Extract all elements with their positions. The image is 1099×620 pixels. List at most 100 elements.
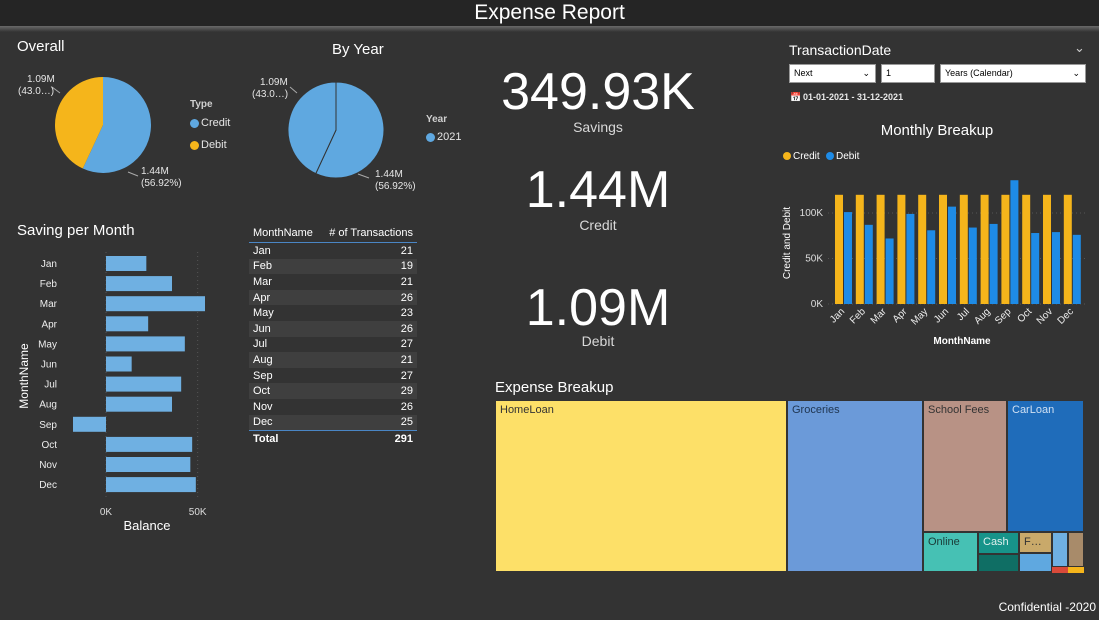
transactions-table[interactable]: MonthName # of Transactions Jan 21 Feb 19 Ma… xyxy=(249,224,417,447)
monthly-xtick-label: Feb xyxy=(848,306,868,326)
table-row[interactable]: Jun 26 xyxy=(249,320,417,337)
kpi-credit-label: Credit xyxy=(579,217,617,233)
monthly-bar-credit-nov[interactable] xyxy=(1043,194,1051,304)
table-cell-count: 29 xyxy=(400,385,413,398)
saving-bar-apr[interactable] xyxy=(106,316,149,332)
treemap-tile-online[interactable]: Online xyxy=(923,532,978,572)
treemap-tile-other-2[interactable] xyxy=(1019,553,1052,572)
saving-per-month-chart[interactable]: Saving per Month Jan Feb Mar Apr May Jun Jul Au… xyxy=(10,218,245,538)
saving-bar-dec[interactable] xyxy=(106,477,196,493)
expense-breakup-treemap[interactable]: HomeLoan Groceries School Fees CarLoan O… xyxy=(495,400,1084,573)
monthly-bar-debit-aug[interactable] xyxy=(989,223,998,304)
filter-collapse-chevron-icon[interactable]: ⌄ xyxy=(1074,40,1085,55)
monthly-bar-credit-jan[interactable] xyxy=(835,194,843,304)
monthly-bar-credit-feb[interactable] xyxy=(855,194,864,304)
monthly-bar-debit-feb[interactable] xyxy=(864,224,873,304)
treemap-tile-other-1[interactable] xyxy=(978,554,1019,572)
treemap-tile-other-3[interactable] xyxy=(1052,532,1068,567)
saving-bar-nov[interactable] xyxy=(106,457,191,472)
kpi-savings-label: Savings xyxy=(573,119,623,135)
monthly-bar-debit-oct[interactable] xyxy=(1031,233,1040,304)
treemap-tile-school-fees[interactable]: School Fees xyxy=(923,400,1007,532)
table-row[interactable]: Feb 19 xyxy=(249,258,417,275)
table-row[interactable]: Jul 27 xyxy=(249,337,417,353)
overall-legend-credit[interactable]: Credit xyxy=(190,117,230,129)
monthly-bar-credit-mar[interactable] xyxy=(876,194,885,304)
monthly-bar-credit-apr[interactable] xyxy=(897,194,906,304)
table-cell-month: Feb xyxy=(253,260,272,273)
saving-bar-may[interactable] xyxy=(106,336,185,352)
filter-unit-select[interactable]: Years (Calendar) ⌄ xyxy=(940,64,1086,83)
treemap-tile-carloan[interactable]: CarLoan xyxy=(1007,400,1084,532)
saving-bar-oct[interactable] xyxy=(106,436,193,452)
table-row[interactable]: Aug 21 xyxy=(249,352,417,368)
legend-dot-credit-icon xyxy=(190,118,199,128)
monthly-bar-credit-may[interactable] xyxy=(918,194,927,304)
overall-pie-slice-credit[interactable] xyxy=(82,77,151,173)
table-header-month[interactable]: MonthName xyxy=(253,227,313,239)
by-year-pie-slice-2021-b[interactable] xyxy=(287,81,337,175)
by-year-legend-2021[interactable]: 2021 xyxy=(426,131,461,143)
treemap-tile-other-4[interactable] xyxy=(1068,532,1084,567)
saving-bar-jun[interactable] xyxy=(106,356,132,372)
monthly-bar-debit-dec[interactable] xyxy=(1072,234,1081,304)
table-row[interactable]: Dec 25 xyxy=(249,414,417,431)
overall-legend-debit-label: Debit xyxy=(201,139,227,151)
treemap-tile-homeloan[interactable]: HomeLoan xyxy=(495,400,787,572)
monthly-bar-debit-sep[interactable] xyxy=(1010,180,1019,304)
monthly-bar-debit-nov[interactable] xyxy=(1052,232,1060,304)
table-row[interactable]: Jan 21 xyxy=(249,243,417,259)
table-row[interactable]: Nov 26 xyxy=(249,399,417,415)
overall-pie-slice-debit[interactable] xyxy=(55,77,103,169)
treemap-tile-other-5[interactable] xyxy=(1052,567,1068,573)
treemap-label-f: F… xyxy=(1024,536,1042,548)
treemap-tile-groceries[interactable]: Groceries xyxy=(787,400,923,572)
overall-leader-debit xyxy=(51,86,61,94)
monthly-breakup-chart[interactable]: Monthly Breakup Credit Debit 0K 50K 100K Jan… xyxy=(778,118,1096,350)
monthly-bar-debit-jun[interactable] xyxy=(948,206,956,304)
table-cell-month: Oct xyxy=(253,385,271,398)
table-cell-count: 25 xyxy=(400,416,413,429)
monthly-bar-debit-mar[interactable] xyxy=(885,238,894,304)
treemap-label-cash: Cash xyxy=(983,536,1009,548)
table-row[interactable]: Oct 29 xyxy=(249,383,417,399)
saving-bar-sep[interactable] xyxy=(73,416,106,432)
overall-pie-chart[interactable] xyxy=(10,60,240,200)
monthly-bar-debit-may[interactable] xyxy=(927,230,936,304)
monthly-ytick-label: 0K xyxy=(811,299,824,310)
monthly-bar-credit-jul[interactable] xyxy=(959,194,968,304)
saving-bar-jan[interactable] xyxy=(106,256,147,271)
table-row[interactable]: May 23 xyxy=(249,305,417,321)
monthly-xtick-label: Oct xyxy=(1016,306,1035,325)
monthly-bar-credit-oct[interactable] xyxy=(1022,194,1031,304)
filter-count-input[interactable]: 1 xyxy=(881,64,935,83)
saving-bars[interactable] xyxy=(73,256,205,493)
monthly-bar-debit-jul[interactable] xyxy=(968,227,977,304)
table-row[interactable]: Mar 21 xyxy=(249,274,417,290)
monthly-bar-debit-apr[interactable] xyxy=(906,213,915,304)
monthly-bar-debit-jan[interactable] xyxy=(844,212,852,304)
monthly-bar-credit-aug[interactable] xyxy=(980,194,989,304)
saving-tick-labels: 0K 50K xyxy=(100,507,207,518)
by-year-pie-chart[interactable] xyxy=(245,60,445,200)
monthly-breakup-bars[interactable] xyxy=(835,180,1081,304)
table-row[interactable]: Sep 27 xyxy=(249,368,417,384)
monthly-xtick-label: Apr xyxy=(891,306,910,325)
monthly-bar-credit-jun[interactable] xyxy=(939,194,947,304)
treemap-tile-f[interactable]: F… xyxy=(1019,532,1052,553)
table-row[interactable]: Apr 26 xyxy=(249,289,417,306)
by-year-title: By Year xyxy=(332,41,384,58)
table-header-count[interactable]: # of Transactions xyxy=(329,227,413,239)
saving-bar-jul[interactable] xyxy=(106,376,182,392)
saving-bar-mar[interactable] xyxy=(106,296,205,312)
saving-category-label: Nov xyxy=(39,460,57,471)
filter-mode-select[interactable]: Next ⌄ xyxy=(789,64,876,83)
monthly-bar-credit-sep[interactable] xyxy=(1001,194,1010,304)
treemap-tile-other-6[interactable] xyxy=(1068,567,1084,573)
saving-bar-aug[interactable] xyxy=(106,396,172,412)
treemap-tile-cash[interactable]: Cash xyxy=(978,532,1019,554)
by-year-pie-slice-2021-a[interactable] xyxy=(315,81,385,179)
monthly-bar-credit-dec[interactable] xyxy=(1063,194,1072,304)
overall-legend-debit[interactable]: Debit xyxy=(190,139,227,151)
saving-bar-feb[interactable] xyxy=(106,276,172,292)
